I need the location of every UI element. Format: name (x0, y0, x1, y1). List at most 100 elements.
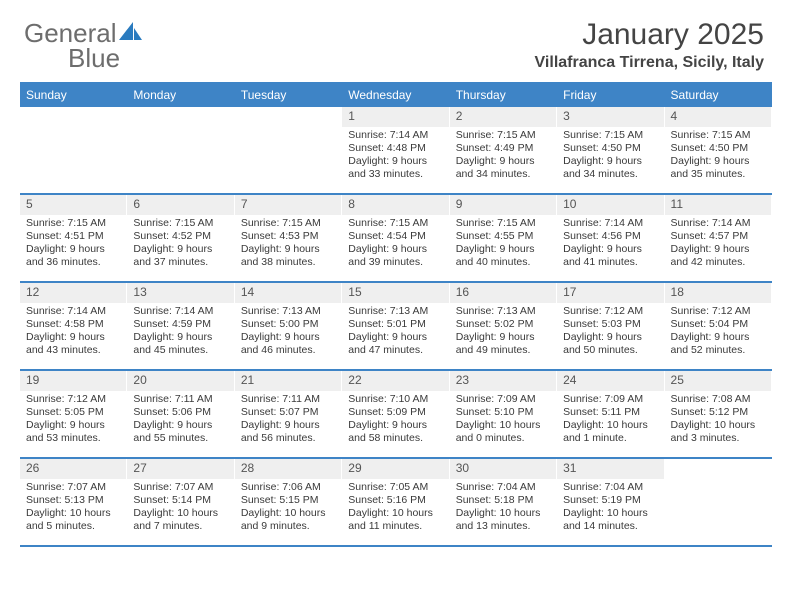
day-number: 20 (127, 371, 233, 391)
sunrise-line: Sunrise: 7:15 AM (563, 129, 657, 142)
daylight-line: Daylight: 9 hours and 43 minutes. (26, 331, 120, 357)
sunrise-line: Sunrise: 7:09 AM (456, 393, 550, 406)
day-cell: 5Sunrise: 7:15 AMSunset: 4:51 PMDaylight… (20, 195, 127, 281)
sunrise-line: Sunrise: 7:12 AM (563, 305, 657, 318)
sunrise-line: Sunrise: 7:08 AM (671, 393, 765, 406)
day-body: Sunrise: 7:15 AMSunset: 4:55 PMDaylight:… (450, 215, 556, 270)
sunrise-line: Sunrise: 7:11 AM (241, 393, 335, 406)
day-number: 8 (342, 195, 448, 215)
day-body: Sunrise: 7:12 AMSunset: 5:05 PMDaylight:… (20, 391, 126, 446)
day-body: Sunrise: 7:13 AMSunset: 5:01 PMDaylight:… (342, 303, 448, 358)
day-body: Sunrise: 7:13 AMSunset: 5:00 PMDaylight:… (235, 303, 341, 358)
sunset-line: Sunset: 4:56 PM (563, 230, 657, 243)
daylight-line: Daylight: 9 hours and 42 minutes. (671, 243, 765, 269)
day-cell: 22Sunrise: 7:10 AMSunset: 5:09 PMDayligh… (342, 371, 449, 457)
sunrise-line: Sunrise: 7:13 AM (241, 305, 335, 318)
sunset-line: Sunset: 5:11 PM (563, 406, 657, 419)
daylight-line: Daylight: 9 hours and 38 minutes. (241, 243, 335, 269)
daylight-line: Daylight: 9 hours and 34 minutes. (456, 155, 550, 181)
day-body: Sunrise: 7:07 AMSunset: 5:14 PMDaylight:… (127, 479, 233, 534)
day-cell: 16Sunrise: 7:13 AMSunset: 5:02 PMDayligh… (450, 283, 557, 369)
day-cell: 21Sunrise: 7:11 AMSunset: 5:07 PMDayligh… (235, 371, 342, 457)
day-number: 3 (557, 107, 663, 127)
sunset-line: Sunset: 4:48 PM (348, 142, 442, 155)
sunset-line: Sunset: 5:15 PM (241, 494, 335, 507)
day-cell: 26Sunrise: 7:07 AMSunset: 5:13 PMDayligh… (20, 459, 127, 545)
day-body: Sunrise: 7:08 AMSunset: 5:12 PMDaylight:… (665, 391, 771, 446)
sunrise-line: Sunrise: 7:14 AM (563, 217, 657, 230)
day-cell: 27Sunrise: 7:07 AMSunset: 5:14 PMDayligh… (127, 459, 234, 545)
sunrise-line: Sunrise: 7:13 AM (456, 305, 550, 318)
day-cell: 24Sunrise: 7:09 AMSunset: 5:11 PMDayligh… (557, 371, 664, 457)
day-cell: 3Sunrise: 7:15 AMSunset: 4:50 PMDaylight… (557, 107, 664, 193)
daylight-line: Daylight: 9 hours and 33 minutes. (348, 155, 442, 181)
header: General Blue January 2025 Villafranca Ti… (0, 0, 792, 76)
day-header-cell: Sunday (20, 84, 127, 107)
day-body: Sunrise: 7:14 AMSunset: 4:57 PMDaylight:… (665, 215, 771, 270)
day-header-cell: Wednesday (342, 84, 449, 107)
week-row: 19Sunrise: 7:12 AMSunset: 5:05 PMDayligh… (20, 371, 772, 459)
sunrise-line: Sunrise: 7:15 AM (241, 217, 335, 230)
day-header-cell: Friday (557, 84, 664, 107)
sunset-line: Sunset: 5:00 PM (241, 318, 335, 331)
day-header-cell: Tuesday (235, 84, 342, 107)
sunrise-line: Sunrise: 7:15 AM (348, 217, 442, 230)
daylight-line: Daylight: 10 hours and 7 minutes. (133, 507, 227, 533)
sunrise-line: Sunrise: 7:15 AM (26, 217, 120, 230)
day-body: Sunrise: 7:14 AMSunset: 4:48 PMDaylight:… (342, 127, 448, 182)
daylight-line: Daylight: 9 hours and 55 minutes. (133, 419, 227, 445)
day-number: 22 (342, 371, 448, 391)
day-cell: 18Sunrise: 7:12 AMSunset: 5:04 PMDayligh… (665, 283, 772, 369)
day-body: Sunrise: 7:09 AMSunset: 5:11 PMDaylight:… (557, 391, 663, 446)
day-number: 28 (235, 459, 341, 479)
sunrise-line: Sunrise: 7:15 AM (456, 217, 550, 230)
day-cell: 17Sunrise: 7:12 AMSunset: 5:03 PMDayligh… (557, 283, 664, 369)
sunrise-line: Sunrise: 7:12 AM (26, 393, 120, 406)
day-body: Sunrise: 7:15 AMSunset: 4:50 PMDaylight:… (665, 127, 771, 182)
day-number: 31 (557, 459, 663, 479)
sunrise-line: Sunrise: 7:15 AM (456, 129, 550, 142)
sunset-line: Sunset: 4:51 PM (26, 230, 120, 243)
daylight-line: Daylight: 9 hours and 45 minutes. (133, 331, 227, 357)
daylight-line: Daylight: 10 hours and 9 minutes. (241, 507, 335, 533)
day-number: 14 (235, 283, 341, 303)
day-body: Sunrise: 7:15 AMSunset: 4:49 PMDaylight:… (450, 127, 556, 182)
sunset-line: Sunset: 5:13 PM (26, 494, 120, 507)
day-cell (665, 459, 772, 545)
sunset-line: Sunset: 4:53 PM (241, 230, 335, 243)
sunrise-line: Sunrise: 7:04 AM (456, 481, 550, 494)
daylight-line: Daylight: 9 hours and 50 minutes. (563, 331, 657, 357)
sunset-line: Sunset: 4:57 PM (671, 230, 765, 243)
sunrise-line: Sunrise: 7:09 AM (563, 393, 657, 406)
day-number: 2 (450, 107, 556, 127)
day-number: 18 (665, 283, 771, 303)
day-number: 6 (127, 195, 233, 215)
day-body: Sunrise: 7:11 AMSunset: 5:07 PMDaylight:… (235, 391, 341, 446)
daylight-line: Daylight: 9 hours and 40 minutes. (456, 243, 550, 269)
day-body: Sunrise: 7:15 AMSunset: 4:51 PMDaylight:… (20, 215, 126, 270)
sunrise-line: Sunrise: 7:10 AM (348, 393, 442, 406)
logo-sail-icon (119, 18, 143, 49)
day-number: 25 (665, 371, 771, 391)
sunset-line: Sunset: 5:01 PM (348, 318, 442, 331)
day-number: 7 (235, 195, 341, 215)
day-cell (20, 107, 127, 193)
day-number: 15 (342, 283, 448, 303)
day-cell: 11Sunrise: 7:14 AMSunset: 4:57 PMDayligh… (665, 195, 772, 281)
daylight-line: Daylight: 9 hours and 37 minutes. (133, 243, 227, 269)
sunset-line: Sunset: 4:59 PM (133, 318, 227, 331)
daylight-line: Daylight: 10 hours and 14 minutes. (563, 507, 657, 533)
sunrise-line: Sunrise: 7:15 AM (671, 129, 765, 142)
sunset-line: Sunset: 5:16 PM (348, 494, 442, 507)
day-number: 24 (557, 371, 663, 391)
day-cell (235, 107, 342, 193)
day-body: Sunrise: 7:06 AMSunset: 5:15 PMDaylight:… (235, 479, 341, 534)
day-body: Sunrise: 7:05 AMSunset: 5:16 PMDaylight:… (342, 479, 448, 534)
day-number: 30 (450, 459, 556, 479)
day-cell: 14Sunrise: 7:13 AMSunset: 5:00 PMDayligh… (235, 283, 342, 369)
sunset-line: Sunset: 4:52 PM (133, 230, 227, 243)
title-block: January 2025 Villafranca Tirrena, Sicily… (535, 18, 764, 72)
day-header-cell: Saturday (665, 84, 772, 107)
daylight-line: Daylight: 9 hours and 35 minutes. (671, 155, 765, 181)
day-cell: 23Sunrise: 7:09 AMSunset: 5:10 PMDayligh… (450, 371, 557, 457)
